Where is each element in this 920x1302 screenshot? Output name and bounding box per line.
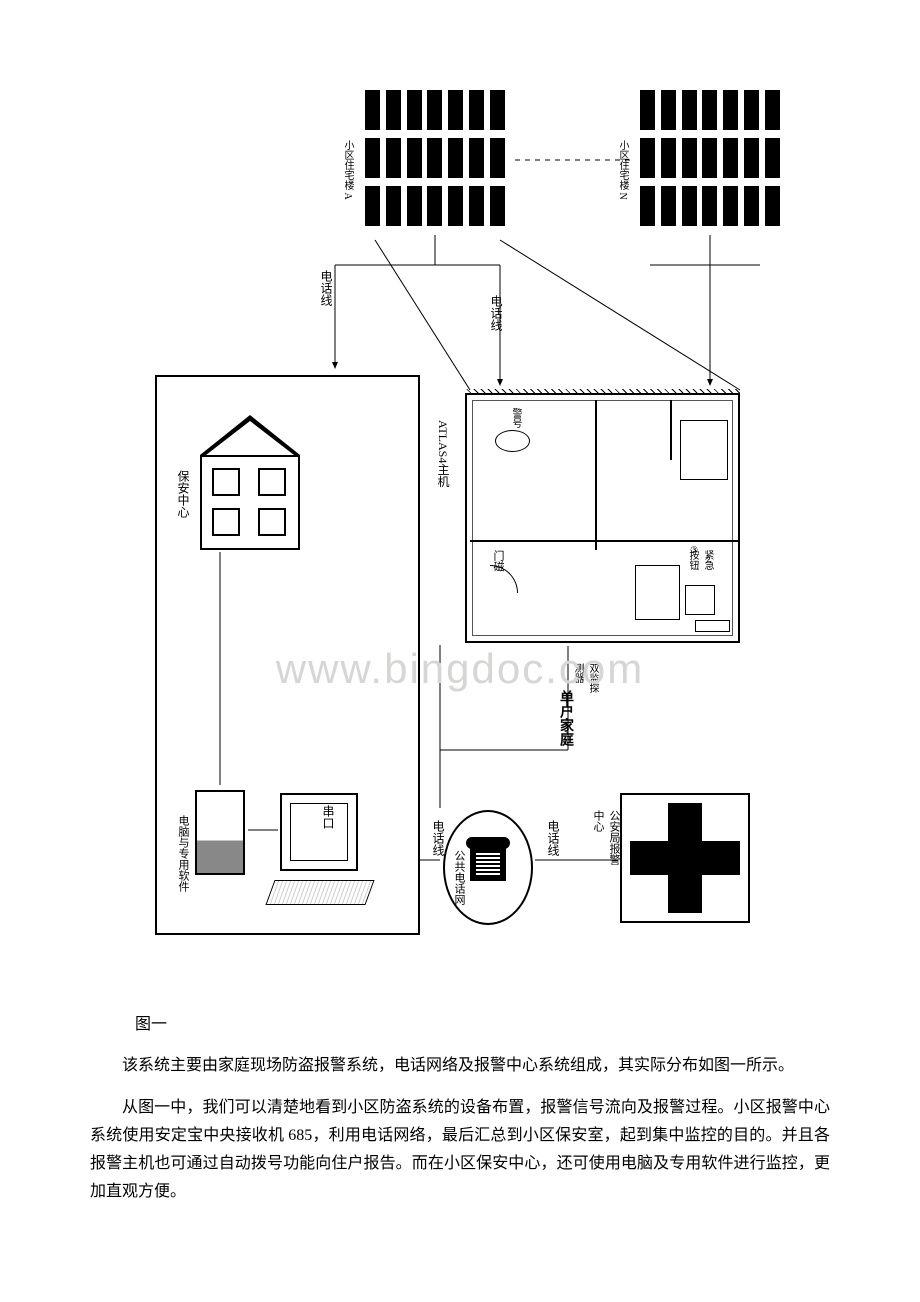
building-a xyxy=(365,90,505,230)
label-phone-line-4: 电话线 xyxy=(545,820,562,856)
label-detector: 双监探 测器 xyxy=(570,663,600,693)
figure-caption: 图一 xyxy=(135,1010,830,1034)
label-security-center: 保安中心 xyxy=(175,470,192,518)
label-alarm: 警号 xyxy=(508,408,523,428)
label-phone-line-1: 电话线 xyxy=(318,270,335,306)
keyboard-icon xyxy=(265,880,374,905)
label-single-home: 单户家庭 xyxy=(555,690,575,746)
phone-icon xyxy=(470,845,506,881)
building-n xyxy=(640,90,780,230)
label-door-sensor: 门磁 xyxy=(490,550,506,572)
house-icon xyxy=(200,415,300,455)
label-building-n: 小区住宅楼 N xyxy=(615,140,630,200)
paragraph-1: 该系统主要由家庭现场防盗报警系统，电话网络及报警中心系统组成，其实际分布如图一所… xyxy=(90,1052,830,1080)
label-computer: 电脑与专用软件 xyxy=(175,815,191,892)
label-atlas: ATLAS4主机 xyxy=(435,420,452,487)
label-building-a: 小区住宅楼 A xyxy=(340,140,355,200)
label-phone-line-2: 电话线 xyxy=(488,295,505,331)
label-phone-network: 公共电话网 xyxy=(451,850,467,905)
paragraph-2: 从图一中，我们可以清楚地看到小区防盗系统的设备布置，报警信号流向及报警过程。小区… xyxy=(90,1094,830,1206)
label-emergency: 紧急 按钮 xyxy=(685,550,715,570)
system-diagram: 小区住宅楼 A 小区住宅楼 N 保安中心 电脑与专用软件 ③ ATLAS4主机 … xyxy=(140,90,780,960)
label-police-center: 公安局报警 中心 xyxy=(590,810,622,865)
monitor-icon xyxy=(280,793,358,871)
label-serial-port: 串口 xyxy=(320,805,337,829)
receiver-icon xyxy=(195,790,245,875)
